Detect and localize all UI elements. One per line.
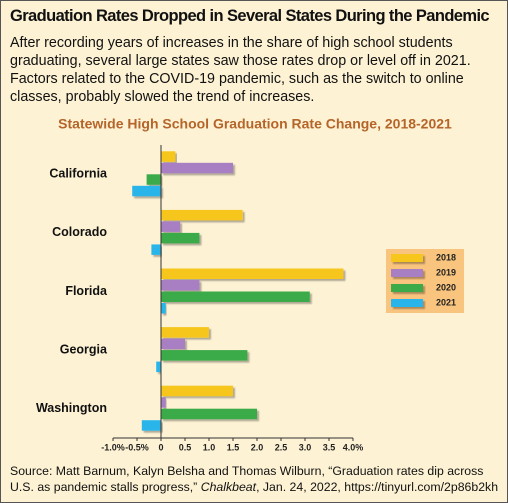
bar	[161, 397, 166, 408]
bar	[161, 408, 257, 420]
bar	[141, 420, 161, 431]
bar	[161, 303, 166, 314]
bar	[161, 385, 233, 397]
x-tick-label: 3.5	[323, 442, 336, 452]
y-tick-label: Florida	[65, 284, 108, 298]
x-tick-label: -1.0%	[101, 442, 125, 452]
bar	[161, 350, 248, 361]
y-tick-label: Georgia	[60, 342, 108, 356]
bar	[161, 232, 200, 244]
x-tick-label: 1.5	[227, 442, 240, 452]
legend-swatch	[391, 254, 423, 262]
y-tick-label: Colorado	[52, 225, 107, 239]
x-tick-label: 2.0	[251, 442, 264, 452]
source: Source: Matt Barnum, Kalyn Belsha and Th…	[10, 463, 502, 495]
source-text: , Jan. 24, 2022, https://tinyurl.com/2p8…	[256, 480, 499, 494]
legend-swatch	[391, 284, 423, 292]
bar	[161, 280, 200, 291]
legend-label: 2018	[436, 252, 456, 262]
bar	[146, 174, 161, 185]
y-tick-label: California	[49, 167, 108, 181]
bar	[156, 361, 161, 373]
bar	[161, 221, 181, 232]
legend-swatch	[391, 299, 423, 307]
description: After recording years of increases in th…	[10, 35, 471, 105]
legend-swatch	[391, 269, 423, 277]
legend-label: 2019	[436, 267, 456, 277]
x-tick-label: -0.5%	[125, 442, 149, 452]
bar	[132, 185, 161, 197]
x-tick-label: 2.5	[275, 442, 288, 452]
source-publication: Chalkbeat	[200, 480, 257, 494]
x-tick-label: 0.5	[179, 442, 192, 452]
bar	[161, 291, 310, 302]
x-tick-label: 4.0%	[343, 442, 364, 452]
bar	[161, 151, 176, 162]
page-title: Graduation Rates Dropped in Several Stat…	[10, 7, 490, 25]
y-tick-label: Washington	[36, 401, 107, 415]
x-tick-label: 3.0	[299, 442, 312, 452]
bar	[161, 268, 344, 279]
legend-label: 2020	[436, 282, 456, 292]
bar	[161, 338, 185, 350]
x-tick-label: 0	[158, 442, 163, 452]
bar	[151, 244, 161, 255]
source-text: Source: Matt Barnum, Kalyn Belsha and Th…	[10, 464, 484, 494]
bar	[161, 162, 233, 174]
bar	[161, 327, 209, 338]
x-tick-label: 1.0	[203, 442, 216, 452]
chart-title: Statewide High School Graduation Rate Ch…	[58, 116, 452, 132]
bar	[161, 209, 243, 221]
legend-label: 2021	[436, 297, 456, 307]
